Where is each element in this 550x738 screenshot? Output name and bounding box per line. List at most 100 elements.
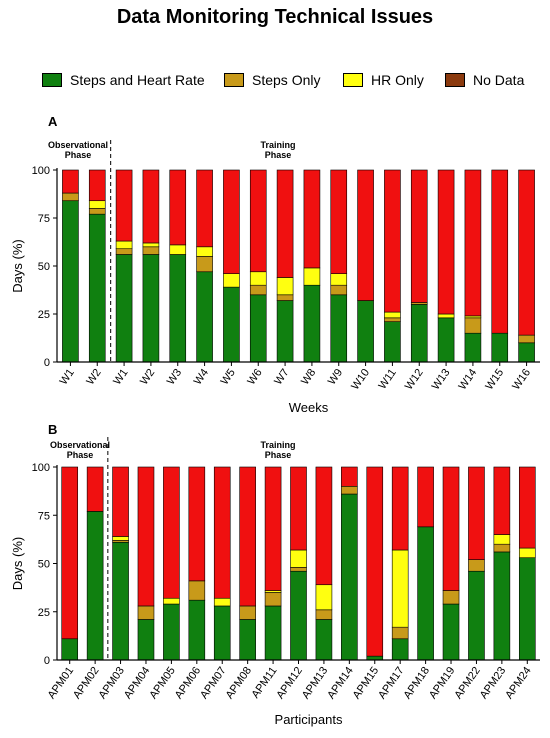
y-tick-label: 25 [38,607,50,619]
bar-segment-steps-and-heart-rate [518,342,535,363]
bar-segment-no-data [341,466,358,487]
bar-segment-hr-only [330,273,348,286]
bar-segment-hr-only [303,267,321,286]
bar-segment-no-data [115,169,133,242]
bar-segment-no-data [518,169,535,336]
y-tick-label: 100 [32,462,50,474]
bar-segment-hr-only [249,271,267,286]
y-tick-label: 75 [38,510,50,522]
bar-segment-steps-and-heart-rate [115,254,133,363]
bar-segment-no-data [137,466,155,607]
bar-segment-hr-only [437,313,455,319]
bar-segment-hr-only [115,240,133,250]
bar-segment-steps-and-heart-rate [137,619,155,661]
bar-segment-steps-and-heart-rate [290,570,307,661]
bar-segment-no-data [188,466,206,582]
x-tick-label: W10 [349,367,372,392]
bar-segment-steps-and-heart-rate [464,332,482,363]
bar-segment-no-data [169,169,187,246]
bar-segment-steps-only [315,609,333,620]
bar-segment-steps-only [290,567,307,572]
bar-segment-no-data [290,466,307,551]
bar-segment-steps-and-heart-rate [315,619,333,661]
bar-segment-no-data [276,169,294,278]
y-tick-label: 75 [38,213,50,225]
bar-segment-steps-and-heart-rate [330,294,348,363]
panel-letter: A [48,114,58,129]
bar-segment-steps-and-heart-rate [276,300,294,363]
bar-segment-no-data [437,169,455,315]
bar-segment-no-data [142,169,160,244]
x-tick-label: W9 [326,367,345,387]
bar-segment-no-data [468,466,485,560]
legend-swatch-no-data [445,73,465,87]
x-tick-label: W7 [272,367,291,387]
phase-label-training: Training Phase [260,140,295,160]
bar-segment-hr-only [196,246,213,257]
bar-segment-no-data [264,466,282,591]
bar-segment-steps-only [188,580,206,601]
legend-item-steps-only: Steps Only [224,70,320,90]
bar-segment-steps-and-heart-rate [112,541,129,661]
bar-segment-hr-only [213,597,231,607]
bar-segment-steps-and-heart-rate [61,638,79,661]
bar-segment-hr-only [276,277,294,296]
bar-segment-hr-only [169,244,187,255]
x-tick-label: APM24 [503,665,534,701]
x-tick-label: W4 [192,367,211,387]
bar-segment-steps-only [330,284,348,296]
bar-segment-steps-and-heart-rate [384,321,401,363]
bar-segment-steps-only [276,294,294,301]
bar-segment-steps-only [391,626,409,640]
x-tick-label: W14 [457,367,480,392]
bar-segment-hr-only [142,242,160,248]
bar-segment-no-data [518,466,536,549]
x-tick-label: W2 [84,367,103,387]
legend-swatch-hr-only [343,73,363,87]
bar-segment-steps-and-heart-rate [468,570,485,661]
bar-segment-no-data [163,466,180,599]
x-axis-title: Weeks [289,400,329,415]
bar-segment-steps-and-heart-rate [142,254,160,363]
bar-segment-hr-only [88,200,106,209]
x-tick-label: W6 [245,367,264,387]
bar-segment-no-data [112,466,129,537]
bar-segment-steps-and-heart-rate [188,599,206,661]
bar-segment-no-data [239,466,256,607]
bar-segment-no-data [213,466,231,599]
bar-segment-no-data [62,169,79,194]
y-tick-label: 25 [38,309,50,321]
bar-segment-steps-only [249,284,267,296]
bar-segment-steps-and-heart-rate [442,603,460,661]
bar-segment-steps-only [115,248,133,255]
x-tick-label: W3 [165,367,184,387]
x-axis-title: Participants [275,712,343,727]
bar-segment-steps-and-heart-rate [264,605,282,661]
legend: Steps and Heart Rate Steps Only HR Only … [0,70,550,92]
bar-segment-steps-and-heart-rate [417,526,434,661]
bar-segment-steps-only [239,605,256,620]
bar-segment-steps-and-heart-rate [437,317,455,363]
bar-segment-no-data [223,169,240,274]
bar-segment-steps-only [137,605,155,620]
bar-segment-steps-and-heart-rate [341,493,358,661]
bar-segment-steps-only [442,590,460,605]
bar-segment-steps-only [264,592,282,607]
legend-item-no-data: No Data [445,70,524,90]
y-axis-title: Days (%) [10,239,25,292]
phase-label-training: Training Phase [260,440,295,460]
bar-segment-steps-and-heart-rate [86,511,104,661]
x-tick-label: W1 [58,367,77,387]
bar-segment-no-data [417,466,434,528]
panel-a: A Observational Phase Training Phase W1 W2 W1 W2… [10,114,540,415]
bar-segment-steps-only [142,246,160,255]
y-axis-title: Days (%) [10,537,25,590]
bar-segment-hr-only [112,536,129,541]
bar-segment-steps-only [62,192,79,202]
bar-segment-no-data [249,169,267,273]
bar-segment-steps-and-heart-rate [239,619,256,661]
bar-segment-steps-only [88,208,106,215]
bar-segment-steps-and-heart-rate [169,254,187,363]
legend-label-steps-only: Steps Only [252,72,321,88]
